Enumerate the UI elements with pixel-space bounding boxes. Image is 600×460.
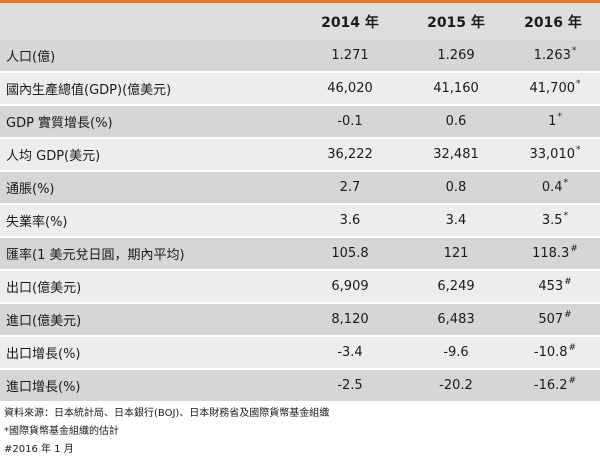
footnote-mark: *	[563, 177, 569, 188]
value-2015: 41,160	[433, 81, 479, 96]
header-2016: 2016 年	[524, 14, 582, 31]
table-row: 出口增長(%) -3.4 -9.6 -10.8 #	[0, 337, 600, 368]
footnote-mark: #	[570, 243, 578, 254]
value-2016: 3.5	[541, 213, 563, 228]
value-2014: -2.5	[337, 378, 363, 393]
value-2016-cell: 3.5 *	[506, 205, 600, 236]
table-row: 通脹(%) 2.7 0.8 0.4 *	[0, 172, 600, 203]
value-2014: 105.8	[331, 246, 369, 261]
value-2016-cell: -10.8 #	[506, 337, 600, 368]
value-2016: 1.263	[533, 48, 571, 63]
value-2016-cell: 41,700 *	[506, 73, 600, 104]
row-label: 通脹(%)	[6, 182, 55, 197]
table-row: 進口(億美元) 8,120 6,483 507 #	[0, 304, 600, 335]
estimate-note: *國際貨幣基金組織的估計	[4, 426, 119, 437]
value-2015: -9.6	[443, 345, 469, 360]
row-label: 國內生產總值(GDP)(億美元)	[6, 83, 172, 98]
value-2014: 46,020	[327, 81, 373, 96]
header-2014: 2014 年	[321, 14, 379, 31]
value-2014: 1.271	[331, 48, 369, 63]
value-2016-cell: 1.263 *	[506, 40, 600, 71]
footnote-mark: *	[557, 111, 562, 122]
value-2015: 121	[443, 246, 469, 261]
footnote-mark: #	[568, 375, 577, 386]
value-2015: 0.6	[445, 114, 467, 129]
table-body: 人口(億) 1.271 1.269 1.263 * 國內生產總值(GDP)(億美元) 46,…	[0, 40, 600, 403]
footnote-mark: #	[564, 276, 572, 287]
row-label: 人口(億)	[6, 50, 56, 65]
table-row: 國內生產總值(GDP)(億美元) 46,020 41,160 41,700 *	[0, 73, 600, 104]
value-2016-cell: 507 #	[506, 304, 600, 335]
footnotes: 資料來源：日本統計局、日本銀行(BOJ)、日本財務省及國際貨幣基金組織 *國際貨…	[4, 405, 596, 459]
value-2016: 1	[548, 114, 557, 129]
value-2016: -16.2	[533, 378, 568, 393]
value-2016: 453	[538, 279, 564, 294]
row-label: 出口增長(%)	[6, 347, 81, 362]
value-2016: 507	[538, 312, 564, 327]
footnote-mark: *	[576, 78, 581, 89]
value-2016-cell: 33,010 *	[506, 139, 600, 170]
row-label: 匯率(1 美元兌日圓，期內平均)	[6, 248, 185, 263]
value-2015: 0.8	[445, 180, 467, 195]
value-2016: 0.4	[541, 180, 563, 195]
value-2016: 33,010	[529, 147, 576, 162]
value-2014: 2.7	[339, 180, 361, 195]
header-2015: 2015 年	[427, 14, 485, 31]
row-label: 進口(億美元)	[6, 314, 82, 329]
value-2014: 8,120	[331, 312, 369, 327]
value-2014: -0.1	[337, 114, 363, 129]
value-2015: 1.269	[437, 48, 475, 63]
row-label: 失業率(%)	[6, 215, 68, 230]
value-2014: 36,222	[327, 147, 373, 162]
accent-bar	[0, 0, 600, 3]
footnote-mark: #	[564, 309, 572, 320]
value-2016-cell: 453 #	[506, 271, 600, 302]
row-label: 進口增長(%)	[6, 380, 81, 395]
footnote-mark: *	[571, 45, 577, 56]
table-row: 人口(億) 1.271 1.269 1.263 *	[0, 40, 600, 71]
row-label: GDP 實質增長(%)	[6, 116, 113, 131]
value-2015: 6,483	[437, 312, 475, 327]
footnote-mark: *	[576, 144, 581, 155]
value-2016-cell: 0.4 *	[506, 172, 600, 203]
footnote-mark: *	[563, 210, 569, 221]
value-2015: -20.2	[439, 378, 473, 393]
table-row: 人均 GDP(美元) 36,222 32,481 33,010 *	[0, 139, 600, 170]
footnote-mark: #	[568, 342, 577, 353]
value-2016: 118.3	[532, 246, 570, 261]
table-row: GDP 實質增長(%) -0.1 0.6 1 *	[0, 106, 600, 137]
table-row: 出口(億美元) 6,909 6,249 453 #	[0, 271, 600, 302]
table-row: 進口增長(%) -2.5 -20.2 -16.2 #	[0, 370, 600, 401]
row-label: 人均 GDP(美元)	[6, 149, 101, 164]
value-2014: 3.6	[339, 213, 361, 228]
value-2015: 32,481	[433, 147, 479, 162]
header-item	[6, 3, 276, 40]
value-2014: -3.4	[337, 345, 363, 360]
value-2016-cell: 118.3 #	[506, 238, 600, 269]
value-2016: -10.8	[533, 345, 568, 360]
date-note: #2016 年 1 月	[4, 444, 74, 455]
value-2016-cell: -16.2 #	[506, 370, 600, 401]
table-header: 2014 年 2015 年 2016 年	[0, 3, 600, 40]
value-2015: 3.4	[445, 213, 467, 228]
value-2015: 6,249	[437, 279, 475, 294]
value-2016: 41,700	[529, 81, 576, 96]
value-2016-cell: 1 *	[506, 106, 600, 137]
table-row: 匯率(1 美元兌日圓，期內平均) 105.8 121 118.3 #	[0, 238, 600, 269]
source-note: 資料來源：日本統計局、日本銀行(BOJ)、日本財務省及國際貨幣基金組織	[4, 408, 330, 419]
row-label: 出口(億美元)	[6, 281, 82, 296]
table-row: 失業率(%) 3.6 3.4 3.5 *	[0, 205, 600, 236]
value-2014: 6,909	[331, 279, 369, 294]
